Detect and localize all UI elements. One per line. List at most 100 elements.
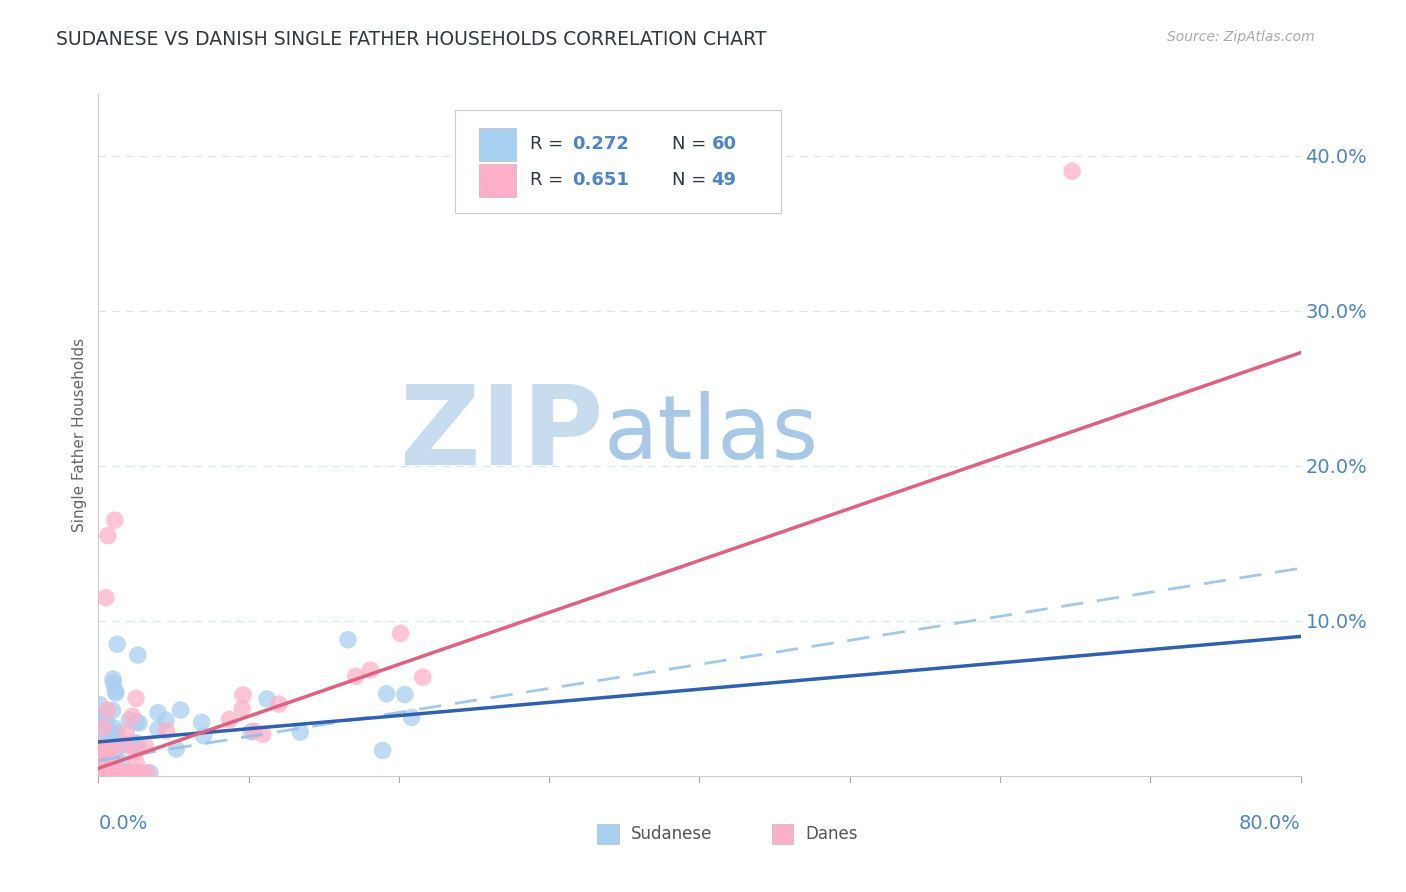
Point — [100, 731, 122, 745]
Bar — [479, 128, 516, 161]
Point — [93, 721, 115, 735]
Text: atlas: atlas — [603, 392, 818, 478]
Point — [89, 698, 111, 712]
Point — [105, 726, 128, 740]
Point — [90, 736, 112, 750]
Point — [108, 766, 131, 780]
Point — [93, 766, 115, 780]
Point — [89, 712, 111, 726]
Point — [243, 724, 266, 739]
Bar — [772, 824, 793, 844]
Point — [146, 706, 169, 720]
Point — [104, 684, 127, 698]
Point — [218, 713, 240, 727]
Point — [232, 688, 254, 702]
Point — [96, 766, 118, 780]
Point — [1062, 164, 1084, 178]
Point — [89, 742, 111, 756]
Text: N =: N = — [672, 136, 711, 153]
Text: R =: R = — [530, 171, 569, 189]
Point — [90, 748, 112, 763]
Point — [91, 766, 114, 780]
Point — [89, 749, 111, 764]
Point — [375, 687, 398, 701]
Point — [155, 723, 177, 738]
Point — [290, 725, 312, 739]
Point — [90, 739, 112, 754]
Point — [128, 715, 150, 730]
Point — [110, 764, 132, 779]
Point — [124, 764, 146, 779]
Text: 80.0%: 80.0% — [1239, 814, 1301, 832]
Point — [139, 766, 162, 780]
Text: 49: 49 — [711, 171, 737, 189]
Point — [98, 766, 121, 780]
Text: Sudanese: Sudanese — [631, 825, 713, 843]
Point — [89, 723, 111, 738]
Point — [94, 591, 117, 605]
Text: R =: R = — [530, 136, 569, 153]
Point — [121, 709, 143, 723]
Point — [104, 513, 127, 527]
Point — [89, 766, 111, 780]
Point — [231, 702, 253, 716]
Point — [101, 672, 124, 686]
Point — [90, 709, 112, 723]
Point — [101, 740, 124, 755]
Point — [97, 529, 120, 543]
Point — [344, 669, 367, 683]
Text: Danes: Danes — [806, 825, 858, 843]
Point — [336, 632, 359, 647]
Point — [103, 721, 125, 735]
Point — [125, 691, 148, 706]
Point — [111, 756, 134, 770]
Point — [94, 762, 117, 776]
Text: 60: 60 — [711, 136, 737, 153]
Point — [103, 754, 125, 768]
Point — [193, 729, 215, 743]
Text: 0.651: 0.651 — [572, 171, 628, 189]
Point — [121, 737, 143, 751]
Point — [89, 766, 111, 780]
Point — [165, 742, 187, 756]
Point — [125, 715, 148, 730]
Point — [155, 714, 177, 728]
Point — [103, 766, 125, 780]
Point — [359, 663, 381, 677]
Point — [127, 742, 149, 756]
Y-axis label: Single Father Households: Single Father Households — [72, 338, 87, 532]
Point — [93, 721, 115, 735]
Text: SUDANESE VS DANISH SINGLE FATHER HOUSEHOLDS CORRELATION CHART: SUDANESE VS DANISH SINGLE FATHER HOUSEHO… — [56, 30, 766, 49]
Point — [101, 703, 124, 717]
Point — [89, 755, 111, 769]
Point — [108, 766, 131, 780]
Bar — [479, 164, 516, 197]
Point — [111, 766, 134, 780]
Point — [93, 733, 115, 747]
Point — [127, 648, 149, 662]
Point — [401, 710, 423, 724]
Text: 0.0%: 0.0% — [98, 814, 148, 832]
Point — [96, 703, 118, 717]
Text: ZIP: ZIP — [399, 382, 603, 488]
Point — [115, 725, 138, 739]
Point — [124, 745, 146, 759]
Point — [89, 766, 111, 780]
Point — [267, 697, 290, 711]
Point — [121, 766, 143, 780]
Point — [93, 747, 115, 762]
Point — [190, 715, 212, 730]
Point — [169, 703, 191, 717]
Point — [125, 737, 148, 751]
Point — [94, 757, 117, 772]
FancyBboxPatch shape — [456, 110, 782, 213]
Point — [105, 740, 128, 755]
Point — [98, 733, 121, 747]
Point — [115, 739, 138, 753]
Point — [91, 744, 114, 758]
Point — [394, 688, 416, 702]
Text: N =: N = — [672, 171, 711, 189]
Point — [240, 724, 263, 739]
Point — [136, 765, 159, 780]
Point — [105, 686, 128, 700]
